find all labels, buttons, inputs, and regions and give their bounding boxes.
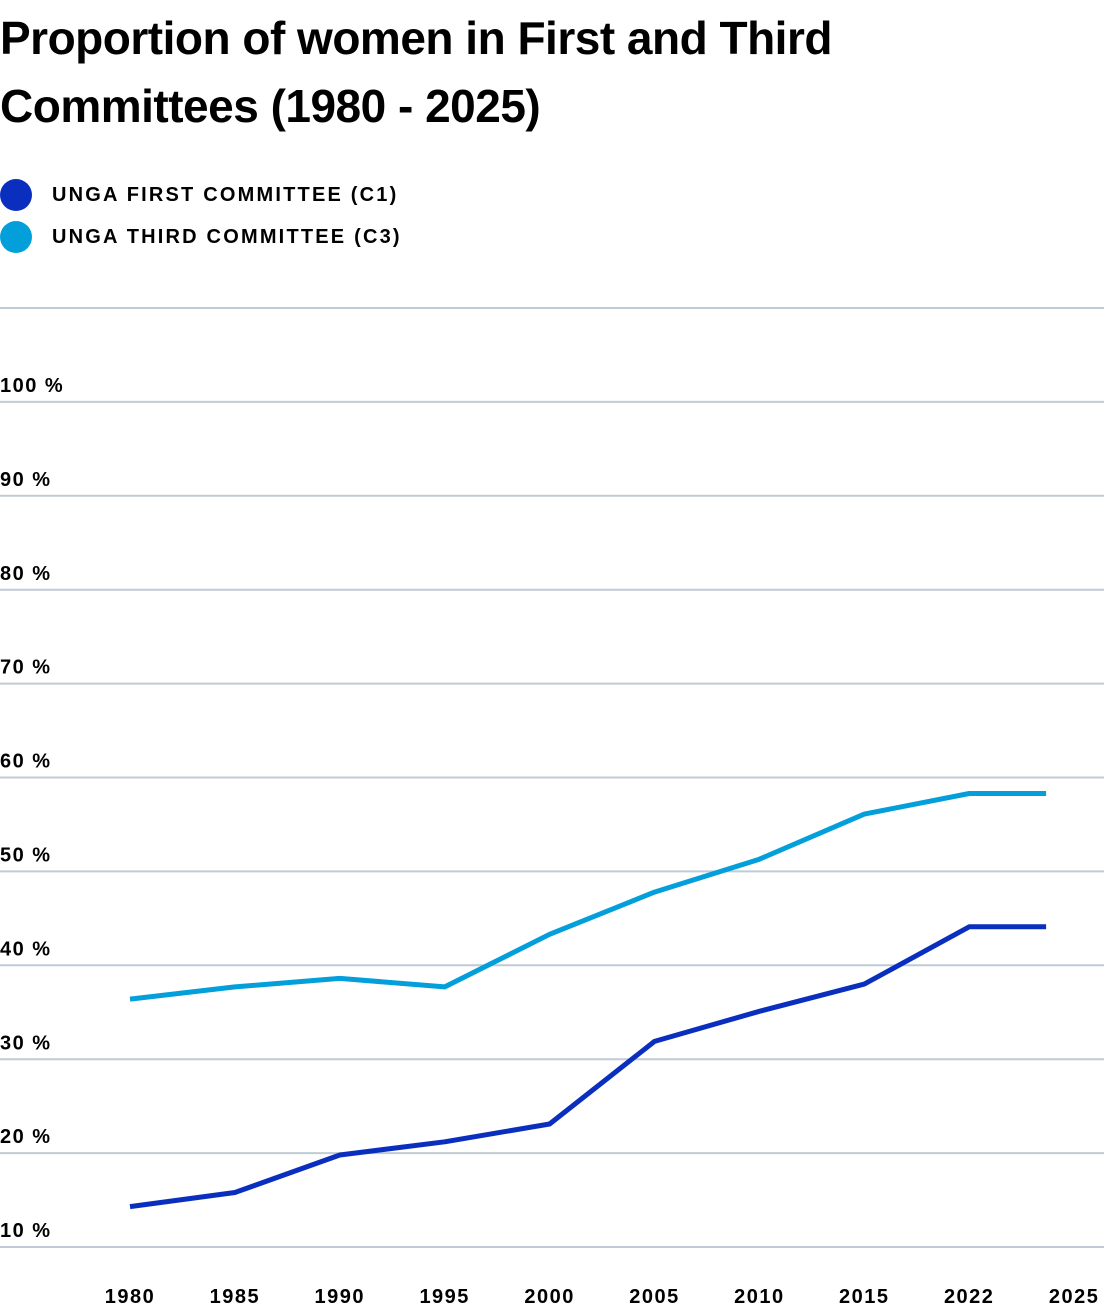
y-tick-label: 90 % [0, 469, 52, 491]
legend-item-c1: UNGA FIRST COMMITTEE (C1) [0, 174, 402, 216]
series-line-c1 [129, 924, 1047, 1210]
y-axis-tick-labels: 10 % 20 % 30 % 40 % 50 % 60 % 70 % 80 % 90 % 100 … [0, 375, 64, 1242]
y-tick-label: 60 % [0, 751, 52, 773]
y-tick-label: 30 % [0, 1032, 52, 1054]
y-tick-label: 80 % [0, 563, 52, 585]
legend-swatch-c3 [0, 221, 32, 253]
y-tick-label: 20 % [0, 1126, 52, 1148]
x-tick-label: 2010 [734, 1286, 785, 1304]
x-tick-label: 1990 [315, 1286, 366, 1304]
x-tick-label: 1980 [105, 1286, 156, 1304]
x-tick-label: 1995 [419, 1286, 470, 1304]
y-tick-label: 10 % [0, 1220, 52, 1242]
legend-label-c1: UNGA FIRST COMMITTEE (C1) [52, 183, 399, 206]
legend-item-c3: UNGA THIRD COMMITTEE (C3) [0, 216, 402, 258]
chart-title: Proportion of women in First and Third C… [0, 12, 832, 132]
gridlines [0, 307, 1104, 1248]
legend: UNGA FIRST COMMITTEE (C1) UNGA THIRD COM… [0, 174, 402, 258]
x-axis-tick-labels: 1980 1985 1990 1995 2000 2005 2010 2015 2022 2025 [105, 1286, 1100, 1304]
x-tick-label: 2005 [629, 1286, 680, 1304]
x-tick-label: 1985 [210, 1286, 261, 1304]
x-tick-label: 2000 [524, 1286, 575, 1304]
y-tick-label: 70 % [0, 657, 52, 679]
y-tick-label: 100 % [0, 375, 64, 397]
series-lines [129, 791, 1047, 1210]
y-tick-label: 40 % [0, 938, 52, 960]
legend-swatch-c1 [0, 179, 32, 211]
y-tick-label: 50 % [0, 844, 52, 866]
legend-label-c3: UNGA THIRD COMMITTEE (C3) [52, 225, 402, 248]
x-tick-label: 2022 [944, 1286, 995, 1304]
series-line-c3 [129, 791, 1047, 1002]
x-tick-label: 2015 [839, 1286, 890, 1304]
x-tick-label: 2025 [1049, 1286, 1100, 1304]
